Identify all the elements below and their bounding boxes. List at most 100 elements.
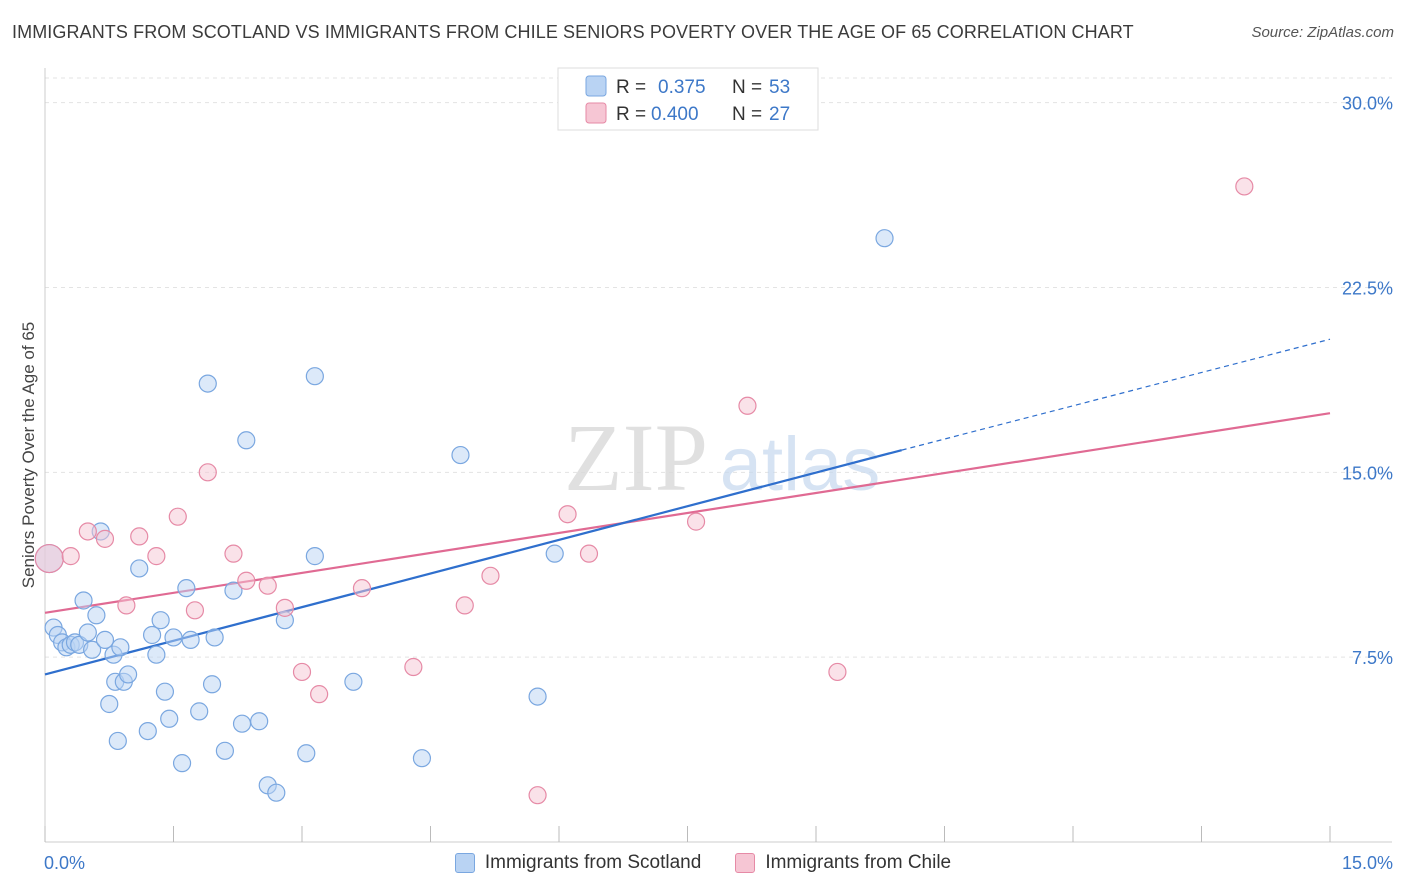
chile-point-11 bbox=[237, 571, 256, 590]
legend-color-chile bbox=[735, 853, 756, 873]
scotland-point-32 bbox=[190, 702, 209, 721]
chile-point-0 bbox=[34, 543, 64, 574]
scotland-point-29 bbox=[172, 754, 192, 773]
chile-point-15 bbox=[310, 685, 329, 704]
scotland-point-36 bbox=[215, 741, 234, 760]
scotland-point-21 bbox=[130, 559, 149, 578]
y-tick-label-1: 15.0% bbox=[1342, 463, 1393, 483]
trend-line-scotland-extension bbox=[901, 338, 1331, 451]
legend-item-scotland: Immigrants from Scotland bbox=[454, 852, 702, 874]
scotland-point-17 bbox=[108, 731, 127, 751]
x-tick-label-0: 0.0% bbox=[44, 853, 85, 873]
chile-point-10 bbox=[224, 544, 243, 563]
chile-point-19 bbox=[481, 566, 500, 585]
scotland-point-28 bbox=[164, 628, 183, 647]
legend-r-label-scotland: R = bbox=[616, 77, 646, 98]
y-tick-label-3: 30.0% bbox=[1342, 94, 1393, 114]
scotland-point-39 bbox=[237, 431, 256, 450]
legend-item-chile: Immigrants from Chile bbox=[735, 852, 951, 874]
chile-point-9 bbox=[198, 463, 217, 482]
scotland-point-35 bbox=[205, 628, 224, 647]
chile-point-12 bbox=[258, 576, 277, 595]
legend-color-scotland bbox=[454, 853, 475, 873]
grid-lines bbox=[45, 77, 1392, 658]
legend-r-value-scotland: 0.375 bbox=[658, 77, 706, 98]
scotland-point-33 bbox=[198, 374, 217, 393]
scotland-point-11 bbox=[87, 606, 106, 625]
scotland-point-31 bbox=[181, 630, 200, 650]
chile-point-8 bbox=[185, 601, 205, 620]
chile-point-1 bbox=[78, 522, 97, 541]
chile-point-25 bbox=[828, 662, 847, 682]
scotland-point-22 bbox=[138, 721, 157, 741]
scotland-point-47 bbox=[344, 672, 363, 691]
scotland-point-52 bbox=[875, 229, 894, 248]
watermark-atlas: atlas bbox=[720, 422, 881, 507]
scotland-point-9 bbox=[78, 623, 97, 642]
y-axis-label: Seniors Poverty Over the Age of 65 bbox=[19, 322, 38, 588]
chile-point-24 bbox=[738, 396, 757, 415]
scotland-point-37 bbox=[224, 581, 243, 600]
legend-label-scotland: Immigrants from Scotland bbox=[484, 852, 702, 873]
chile-point-14 bbox=[292, 662, 312, 682]
source-credit: Source: ZipAtlas.com bbox=[1251, 24, 1394, 41]
scotland-point-49 bbox=[451, 445, 470, 465]
watermark: ZIP atlas bbox=[564, 404, 880, 511]
scotland-point-20 bbox=[118, 665, 138, 684]
scotland-point-26 bbox=[155, 682, 175, 701]
chile-point-22 bbox=[579, 544, 599, 563]
scotland-point-10 bbox=[83, 640, 102, 659]
chart-title: IMMIGRANTS FROM SCOTLAND VS IMMIGRANTS F… bbox=[12, 22, 1134, 42]
series-legend: Immigrants from Scotland Immigrants from… bbox=[0, 852, 1406, 874]
chile-point-20 bbox=[528, 786, 547, 805]
scotland-point-24 bbox=[147, 645, 166, 664]
chile-point-7 bbox=[168, 507, 187, 526]
scotland-point-50 bbox=[528, 687, 547, 706]
chile-point-18 bbox=[455, 596, 474, 615]
legend-r-label-chile: R = bbox=[616, 104, 646, 125]
trend-line-chile bbox=[44, 412, 1331, 614]
scotland-point-8 bbox=[74, 591, 93, 610]
scotland-point-34 bbox=[202, 675, 222, 694]
chile-point-17 bbox=[404, 657, 423, 677]
scotland-point-30 bbox=[177, 579, 196, 598]
chile-point-16 bbox=[352, 579, 372, 598]
x-tick-label-1: 15.0% bbox=[1342, 853, 1393, 873]
legend-label-chile: Immigrants from Chile bbox=[765, 852, 952, 873]
scotland-point-51 bbox=[545, 544, 564, 563]
scotland-point-23 bbox=[142, 625, 162, 645]
legend-n-label-chile: N = bbox=[732, 104, 762, 125]
legend-n-label-scotland: N = bbox=[732, 77, 762, 98]
correlation-legend: R = 0.375 N = 53 R = 0.400 N = 27 bbox=[557, 67, 819, 131]
series-chile-points bbox=[34, 177, 1254, 805]
chile-point-13 bbox=[275, 598, 294, 617]
legend-swatch-chile bbox=[585, 102, 607, 124]
chile-point-6 bbox=[147, 547, 166, 566]
chile-point-4 bbox=[117, 596, 136, 615]
legend-n-value-chile: 27 bbox=[769, 104, 790, 125]
scotland-point-14 bbox=[100, 694, 119, 714]
chile-point-5 bbox=[130, 527, 149, 546]
trend-lines bbox=[44, 338, 1331, 676]
chile-point-26 bbox=[1235, 177, 1254, 196]
chile-point-3 bbox=[95, 529, 115, 548]
scotland-point-18 bbox=[111, 638, 130, 657]
scotland-point-44 bbox=[297, 744, 316, 763]
scotland-point-42 bbox=[267, 783, 286, 802]
chile-point-2 bbox=[61, 547, 80, 566]
scotland-point-27 bbox=[160, 709, 179, 728]
legend-r-value-chile: 0.400 bbox=[651, 104, 699, 125]
scotland-point-25 bbox=[151, 611, 170, 630]
tick-labels: 7.5% 15.0% 22.5% 30.0% 0.0% 15.0% bbox=[44, 94, 1393, 873]
watermark-zip: ZIP bbox=[564, 404, 708, 511]
chile-point-23 bbox=[686, 512, 706, 531]
scotland-point-40 bbox=[250, 712, 269, 731]
y-tick-label-0: 7.5% bbox=[1352, 648, 1393, 668]
chile-point-21 bbox=[558, 505, 577, 524]
scotland-point-38 bbox=[232, 714, 252, 733]
scotland-point-45 bbox=[305, 547, 324, 566]
legend-swatch-scotland bbox=[585, 75, 607, 97]
series-scotland-points bbox=[34, 229, 894, 802]
scotland-point-46 bbox=[305, 367, 324, 386]
